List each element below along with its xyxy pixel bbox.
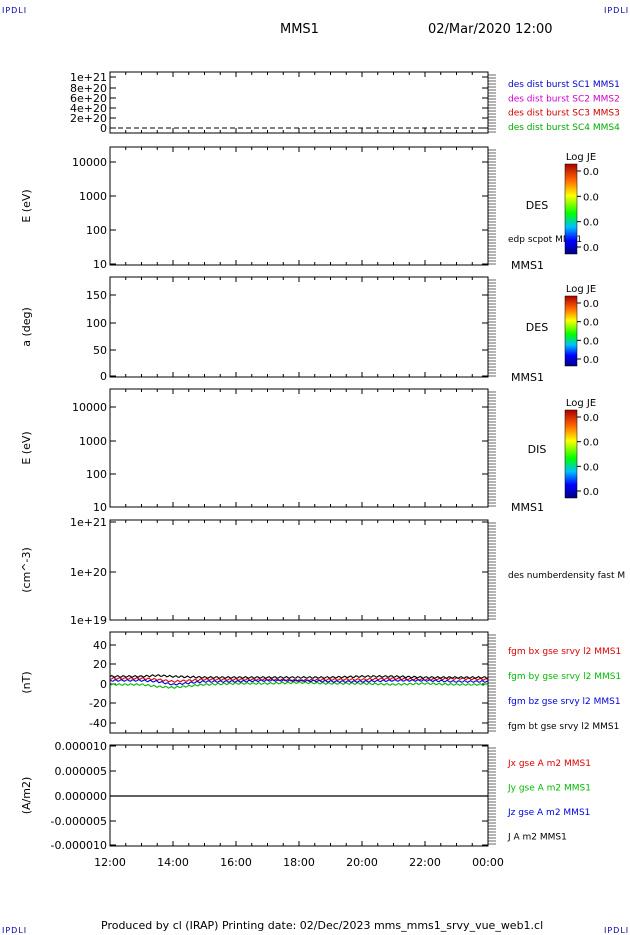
legend-entry: des dist burst SC3 MMS3 <box>508 109 620 119</box>
legend-entry: des numberdensity fast M <box>508 571 625 581</box>
spacecraft-label: MMS1 <box>511 259 544 272</box>
panel-frame <box>109 71 489 134</box>
instrument-label: DES <box>526 199 548 212</box>
y-tick-label: 100 <box>86 224 107 237</box>
y-tick-label: 0.000000 <box>55 790 108 803</box>
legend-entry: Jx gse A m2 MMS1 <box>507 759 591 769</box>
colorbar <box>564 163 578 255</box>
y-tick-label: 10000 <box>72 401 107 414</box>
colorbar <box>564 409 578 499</box>
corner-label-bottom-right: IPDLI <box>604 926 630 935</box>
colorbar <box>564 295 578 367</box>
corner-label-bottom-left: IPDLI <box>2 926 28 935</box>
y-tick-label: 0.000010 <box>55 740 108 753</box>
colorbar-tick-label: 0.0 <box>583 462 599 473</box>
legend-entry: fgm by gse srvy l2 MMS1 <box>508 672 621 682</box>
y-axis-label: E (eV) <box>20 189 33 222</box>
legend-entry: des dist burst SC2 MMS2 <box>508 94 620 104</box>
colorbar-tick-label: 0.0 <box>583 218 599 229</box>
x-tick-label: 14:00 <box>157 856 189 869</box>
x-tick-label: 16:00 <box>220 856 252 869</box>
legend-entry: fgm bx gse srvy l2 MMS1 <box>508 647 621 657</box>
colorbar-tick-label: 0.0 <box>583 487 599 498</box>
colorbar-tick-label: 0.0 <box>583 336 599 347</box>
y-tick-label: 1000 <box>79 435 107 448</box>
y-tick-label: 0 <box>100 370 107 383</box>
colorbar-title: Log JE <box>566 152 596 163</box>
instrument-label: DIS <box>528 443 547 456</box>
corner-label-top-right: IPDLI <box>604 6 630 15</box>
colorbar-tick-label: 0.0 <box>583 413 599 424</box>
legend-entry: fgm bt gse srvy l2 MMS1 <box>508 722 619 732</box>
y-tick-label: 10000 <box>72 156 107 169</box>
legend-entry: des dist burst SC4 MMS4 <box>508 123 620 133</box>
x-tick-label: 18:00 <box>283 856 315 869</box>
y-axis-label: (A/m2) <box>20 777 33 815</box>
colorbar-tick-label: 0.0 <box>583 318 599 329</box>
y-tick-label: 4e+20 <box>70 102 107 115</box>
panel-frame <box>109 146 489 266</box>
colorbar-tick-label: 0.0 <box>583 438 599 449</box>
colorbar-tick-label: 0.0 <box>583 192 599 203</box>
y-tick-label: 1e+21 <box>70 516 107 529</box>
y-tick-label: 100 <box>86 317 107 330</box>
y-axis-label: (cm^-3) <box>20 547 33 593</box>
y-tick-label: 8e+20 <box>70 82 107 95</box>
legend-entry: J A m2 MMS1 <box>507 833 567 843</box>
y-axis-label: E (eV) <box>20 431 33 464</box>
overlay-label: edp scpot MMS1 <box>508 235 582 245</box>
y-tick-label: 6e+20 <box>70 92 107 105</box>
colorbar-tick-label: 0.0 <box>583 167 599 178</box>
y-tick-label: 150 <box>86 289 107 302</box>
series-line <box>109 678 489 686</box>
datetime-title: 02/Mar/2020 12:00 <box>428 22 553 37</box>
series-line <box>109 674 489 680</box>
y-tick-label: 40 <box>93 639 107 652</box>
y-tick-label: 0.000005 <box>55 765 108 778</box>
legend-entry: Jz gse A m2 MMS1 <box>507 808 590 818</box>
y-axis-label: (nT) <box>20 671 33 693</box>
legend-entry: Jy gse A m2 MMS1 <box>507 784 591 794</box>
spacecraft-label: MMS1 <box>511 371 544 384</box>
y-tick-label: 2e+20 <box>70 112 107 125</box>
y-tick-label: 1e+19 <box>70 614 107 627</box>
y-tick-label: 1000 <box>79 190 107 203</box>
legend-entry: fgm bz gse srvy l2 MMS1 <box>508 697 621 707</box>
colorbar-tick-label: 0.0 <box>583 243 599 254</box>
y-tick-label: 10 <box>93 501 107 514</box>
y-tick-label: -40 <box>89 717 107 730</box>
colorbar-tick-label: 0.0 <box>583 299 599 310</box>
x-tick-label: 00:00 <box>472 856 504 869</box>
x-tick-label: 22:00 <box>409 856 441 869</box>
y-tick-label: 10 <box>93 258 107 271</box>
y-tick-label: -0.000010 <box>51 839 107 852</box>
y-tick-label: 20 <box>93 658 107 671</box>
panel-frame <box>109 519 489 621</box>
colorbar-title: Log JE <box>566 398 596 409</box>
legend-entry: des dist burst SC1 MMS1 <box>508 80 620 90</box>
colorbar-tick-label: 0.0 <box>583 355 599 366</box>
y-tick-label: -0.000005 <box>51 815 107 828</box>
footer-text: Produced by cl (IRAP) Printing date: 02/… <box>101 919 544 932</box>
panel-frame <box>109 388 489 508</box>
corner-label-top-left: IPDLI <box>2 6 28 15</box>
y-tick-label: -20 <box>89 697 107 710</box>
y-tick-label: 1e+21 <box>70 71 107 84</box>
y-tick-label: 0 <box>100 678 107 691</box>
y-axis-label: a (deg) <box>20 307 33 347</box>
instrument-label: DES <box>526 321 548 334</box>
x-tick-label: 12:00 <box>94 856 126 869</box>
spacecraft-label: MMS1 <box>511 501 544 514</box>
panel-frame <box>109 276 489 378</box>
x-tick-label: 20:00 <box>346 856 378 869</box>
colorbar-title: Log JE <box>566 284 596 295</box>
y-tick-label: 0 <box>100 122 107 135</box>
y-tick-label: 100 <box>86 468 107 481</box>
spacecraft-title: MMS1 <box>280 22 319 37</box>
y-tick-label: 1e+20 <box>70 566 107 579</box>
y-tick-label: 50 <box>93 344 107 357</box>
